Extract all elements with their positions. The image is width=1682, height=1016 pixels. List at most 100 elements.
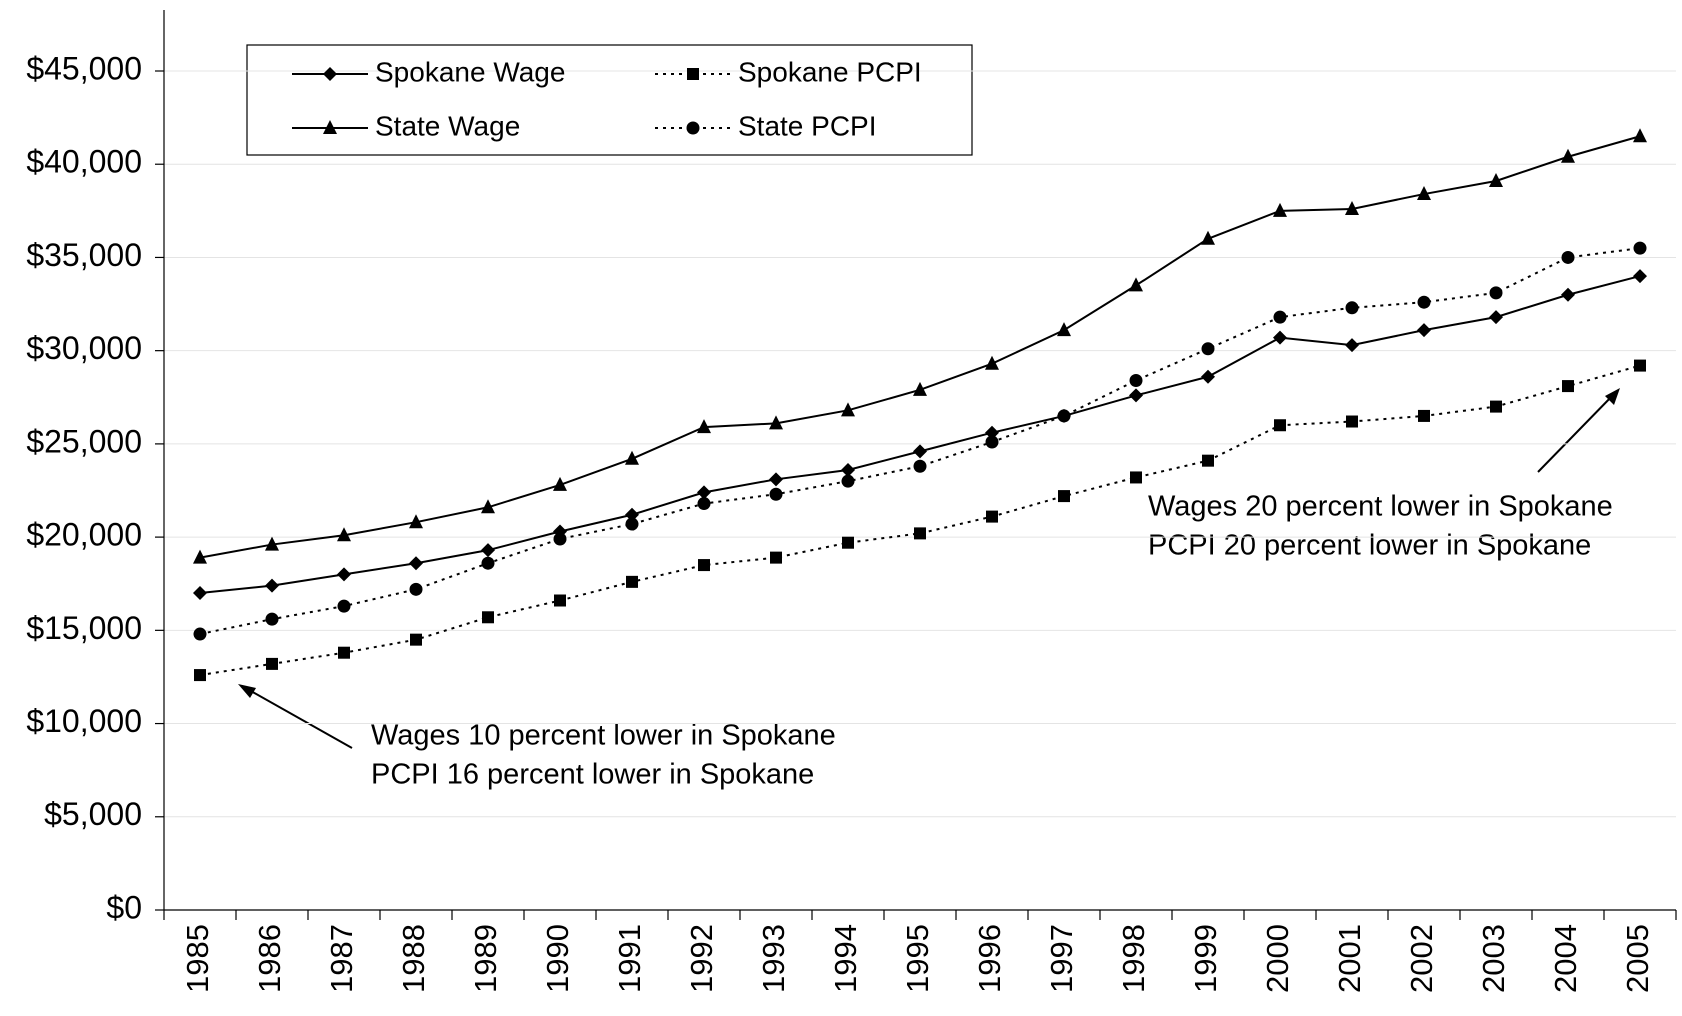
legend-marker	[323, 67, 337, 81]
marker	[842, 536, 854, 549]
marker	[1561, 287, 1575, 302]
legend-marker	[687, 68, 699, 80]
marker	[770, 551, 782, 564]
marker	[194, 669, 206, 682]
x-tick-label: 1988	[396, 924, 431, 993]
x-tick-label: 2004	[1548, 924, 1583, 993]
marker	[193, 627, 207, 641]
y-tick-label: $0	[106, 889, 142, 925]
legend-label: State Wage	[375, 110, 520, 141]
y-tick-label: $5,000	[44, 796, 142, 832]
x-tick-label: 1990	[540, 924, 575, 993]
marker	[697, 485, 711, 500]
x-tick-label: 1994	[828, 924, 863, 993]
marker	[1273, 202, 1287, 217]
marker	[338, 646, 350, 659]
x-tick-label: 1991	[612, 924, 647, 993]
marker	[626, 575, 638, 588]
annotation-arrowhead	[238, 684, 256, 698]
marker	[1561, 148, 1575, 163]
y-tick-label: $25,000	[26, 423, 142, 459]
x-tick-label: 1986	[252, 924, 287, 993]
marker	[1489, 173, 1503, 188]
marker	[266, 657, 278, 670]
marker	[1633, 128, 1647, 143]
y-tick-label: $30,000	[26, 330, 142, 366]
annotation: Wages 20 percent lower in Spokane	[1148, 491, 1613, 523]
marker	[1418, 409, 1430, 422]
marker	[985, 355, 999, 370]
y-tick-label: $35,000	[26, 237, 142, 273]
marker	[193, 586, 207, 601]
marker	[913, 381, 927, 396]
marker	[913, 459, 927, 473]
marker	[985, 425, 999, 440]
marker	[1274, 419, 1286, 432]
marker	[1562, 380, 1574, 393]
marker	[481, 556, 495, 570]
marker	[1417, 186, 1431, 201]
x-tick-label: 1987	[324, 924, 359, 993]
marker	[914, 527, 926, 540]
marker	[409, 514, 423, 529]
marker	[985, 435, 999, 449]
annotation-arrow	[1537, 391, 1617, 473]
marker	[337, 599, 351, 613]
marker	[1345, 200, 1359, 215]
x-tick-label: 2002	[1404, 924, 1439, 993]
marker	[553, 532, 567, 546]
marker	[481, 543, 495, 558]
legend-box	[246, 44, 973, 156]
x-tick-label: 1998	[1116, 924, 1151, 993]
annotation: PCPI 16 percent lower in Spokane	[371, 759, 814, 791]
marker	[625, 517, 639, 531]
marker	[1129, 388, 1143, 403]
marker	[409, 556, 423, 571]
marker	[1633, 269, 1647, 284]
marker	[554, 594, 566, 607]
marker	[337, 567, 351, 582]
marker	[769, 472, 783, 487]
y-tick-label: $15,000	[26, 610, 142, 646]
marker	[1273, 330, 1287, 345]
x-tick-label: 1985	[180, 924, 215, 993]
marker	[769, 487, 783, 501]
marker	[1489, 286, 1503, 300]
legend-label: Spokane Wage	[375, 56, 565, 87]
annotation: Wages 10 percent lower in Spokane	[371, 720, 836, 752]
marker	[1633, 241, 1647, 255]
series-line	[199, 364, 1641, 677]
marker	[1202, 454, 1214, 467]
marker	[1345, 301, 1359, 315]
marker	[1129, 373, 1143, 387]
marker	[697, 419, 711, 434]
annotation-arrow	[241, 685, 353, 749]
marker	[265, 612, 279, 626]
marker	[193, 549, 207, 564]
marker	[553, 476, 567, 491]
marker	[913, 444, 927, 459]
legend-label: State PCPI	[738, 110, 877, 141]
marker	[1417, 295, 1431, 309]
y-tick-label: $20,000	[26, 517, 142, 553]
marker	[1561, 250, 1575, 264]
x-tick-label: 1999	[1188, 924, 1223, 993]
x-tick-label: 1997	[1044, 924, 1079, 993]
marker	[841, 402, 855, 417]
marker	[1634, 359, 1646, 372]
marker	[769, 415, 783, 430]
marker	[1345, 338, 1359, 353]
x-tick-label: 1993	[756, 924, 791, 993]
marker	[1057, 409, 1071, 423]
marker	[697, 497, 711, 511]
marker	[625, 507, 639, 522]
marker	[1417, 323, 1431, 338]
x-tick-label: 2000	[1260, 924, 1295, 993]
marker	[337, 527, 351, 542]
marker	[1201, 342, 1215, 356]
x-tick-label: 1995	[900, 924, 935, 993]
legend-marker	[686, 121, 700, 135]
legend-label: Spokane PCPI	[738, 56, 922, 87]
marker	[625, 450, 639, 465]
